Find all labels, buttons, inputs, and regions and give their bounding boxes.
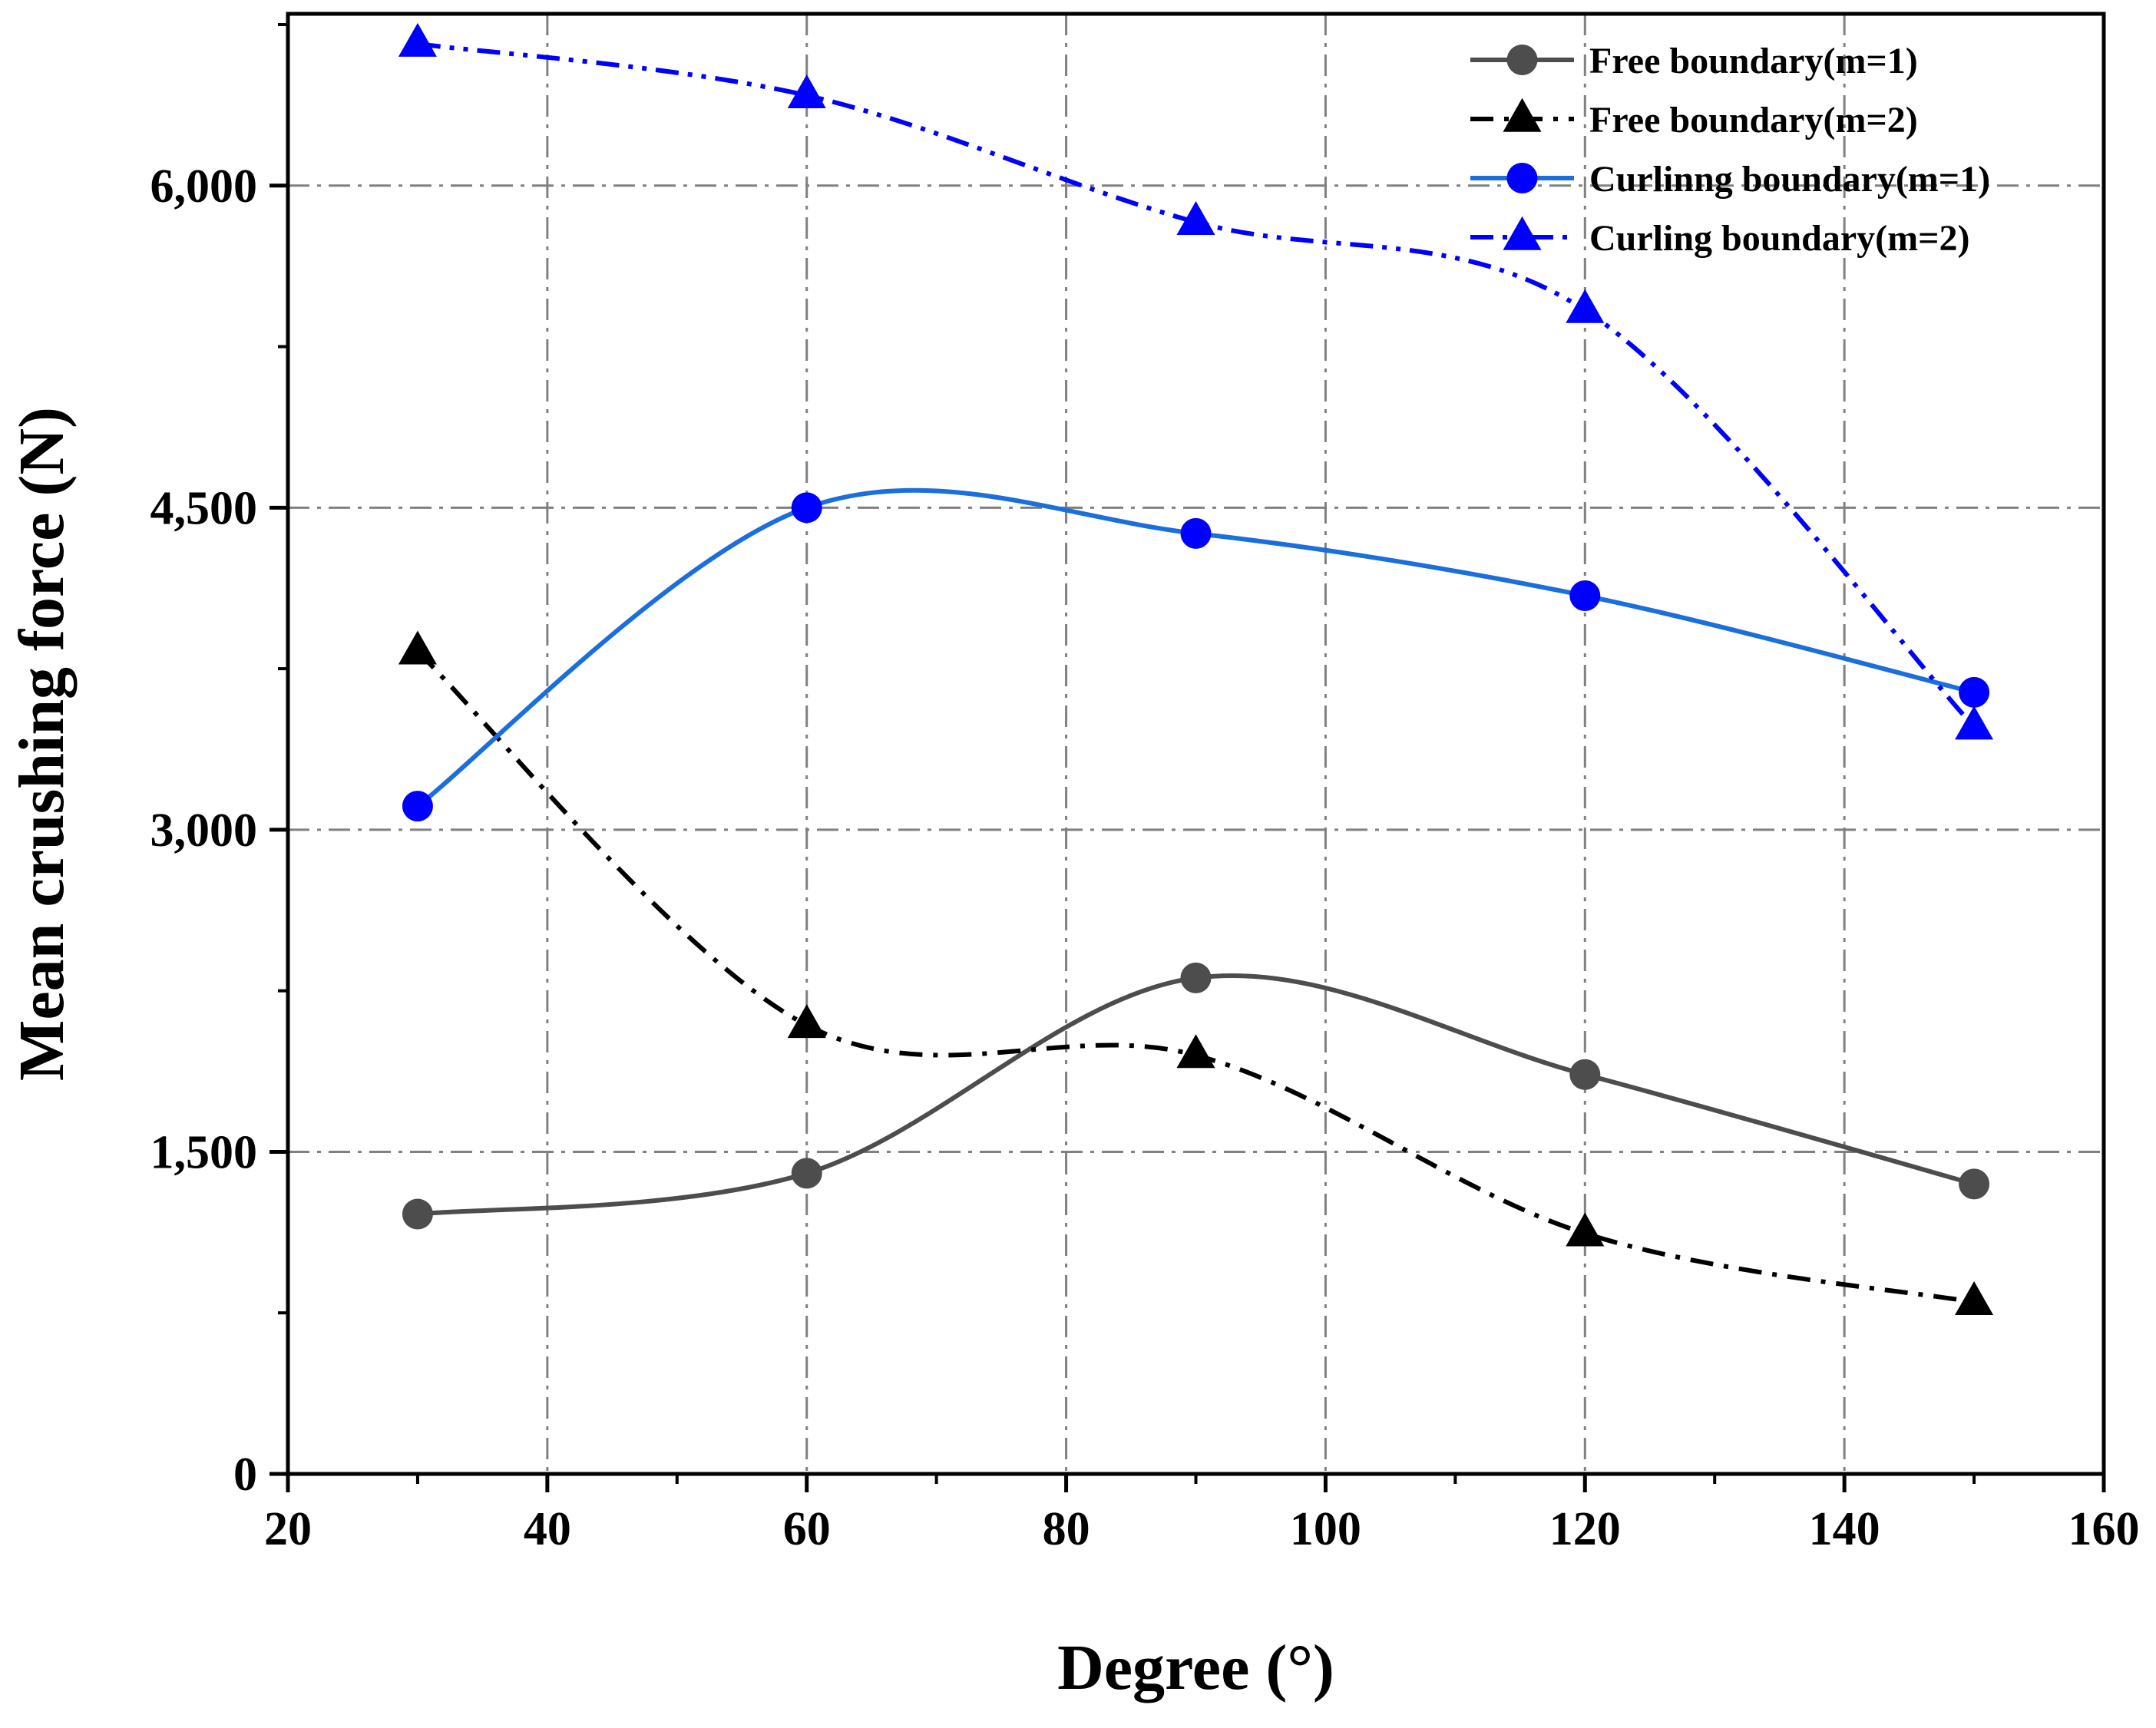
legend-item-3-label: Curlinng boundary(m=1)	[1589, 159, 1990, 200]
y-tick-labels: 0 1,500 3,000 4,500 6,000	[150, 160, 258, 1501]
series-4-point	[398, 22, 437, 57]
series-3-point	[1959, 676, 1990, 708]
series-1-point	[1180, 962, 1212, 993]
legend-item-1-marker	[1506, 45, 1538, 75]
series-4-point	[787, 74, 826, 109]
axis-ticks	[270, 22, 2106, 1492]
series-2-point	[787, 1004, 826, 1039]
x-tick-label: 80	[1043, 1503, 1090, 1555]
x-tick-label: 40	[524, 1503, 571, 1555]
x-tick-labels: 20 40 60 80 100 120 140 160	[264, 1503, 2140, 1555]
series-1-point	[402, 1198, 433, 1230]
legend-item-1-label: Free boundary(m=1)	[1589, 41, 1918, 81]
series-3-point	[791, 492, 822, 524]
series-4-line	[417, 41, 1976, 729]
series-2-point	[1955, 1280, 1994, 1315]
series-1-point	[791, 1158, 822, 1189]
series-4-point	[1176, 201, 1215, 236]
series-1-point	[1569, 1059, 1601, 1090]
legend-item-4-label: Curling boundary(m=2)	[1589, 218, 1969, 259]
x-tick-label: 20	[264, 1503, 312, 1555]
y-tick-label: 3,000	[150, 805, 258, 857]
x-tick-label: 140	[1809, 1503, 1880, 1555]
series-4-point	[1566, 289, 1605, 323]
legend: Free boundary(m=1) Free boundary(m=2) Curl…	[1470, 41, 1990, 259]
y-tick-label: 0	[233, 1449, 257, 1501]
x-axis-title: Degree (°)	[1057, 1632, 1334, 1703]
series-markers	[398, 22, 1994, 1315]
grid	[288, 14, 2104, 1474]
y-axis-title: Mean crushing force (N)	[6, 407, 78, 1081]
series-3-point	[402, 791, 433, 822]
series-3-point	[1569, 580, 1601, 612]
series-2-point	[1566, 1212, 1605, 1247]
legend-item-3-marker	[1506, 163, 1538, 193]
y-tick-label: 6,000	[150, 160, 258, 213]
x-tick-label: 120	[1549, 1503, 1621, 1555]
series-1-point	[1959, 1168, 1990, 1200]
x-tick-label: 160	[2068, 1503, 2140, 1555]
legend-item-4-marker	[1503, 216, 1542, 250]
series-3-line	[416, 487, 1975, 808]
y-tick-label: 4,500	[150, 482, 258, 534]
y-tick-label: 1,500	[150, 1126, 258, 1178]
series-1-line	[417, 973, 1975, 1217]
series-2-line	[415, 649, 1975, 1305]
x-tick-label: 100	[1290, 1503, 1361, 1555]
x-tick-label: 60	[783, 1503, 831, 1555]
legend-item-2-marker	[1503, 97, 1542, 132]
series-2-point	[1176, 1034, 1215, 1069]
series-3-point	[1180, 517, 1212, 549]
series-4-point	[1955, 705, 1994, 740]
series-2-point	[398, 630, 437, 665]
legend-item-2-label: Free boundary(m=2)	[1589, 100, 1918, 140]
